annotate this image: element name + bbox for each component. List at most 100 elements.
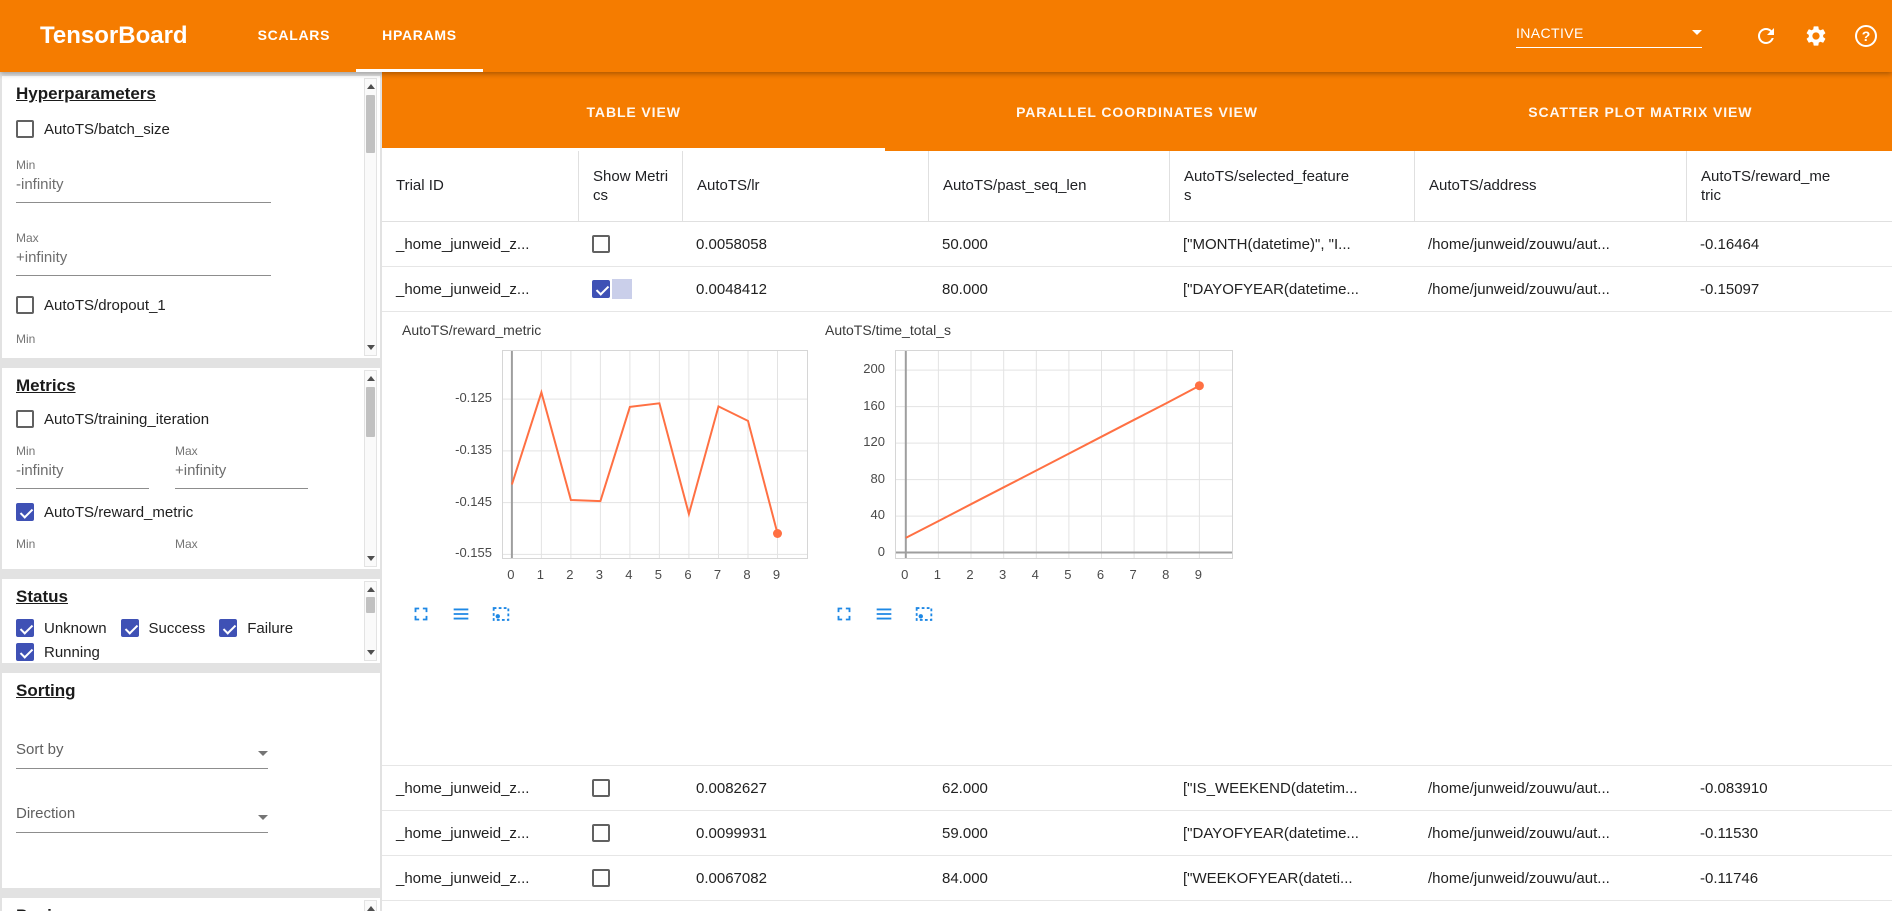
checkbox-label: AutoTS/batch_size bbox=[44, 120, 170, 138]
min-input[interactable]: -infinity bbox=[16, 176, 271, 203]
marquee-zoom-button[interactable] bbox=[490, 603, 512, 625]
direction-select[interactable]: Direction bbox=[16, 805, 268, 833]
x-tick-label: 5 bbox=[654, 567, 663, 582]
tab-table-view[interactable]: TABLE VIEW bbox=[382, 72, 886, 151]
table-row[interactable]: _home_junweid_z... 0.0067082 84.000 ["WE… bbox=[382, 856, 1892, 901]
scroll-up-button[interactable] bbox=[365, 583, 376, 596]
chart-toolbar bbox=[833, 603, 1233, 625]
cell-address: /home/junweid/zouwu/aut... bbox=[1428, 824, 1610, 842]
max-input[interactable]: +infinity bbox=[175, 462, 308, 489]
checkbox[interactable] bbox=[16, 120, 34, 138]
cell-reward-metric: -0.16464 bbox=[1700, 235, 1760, 253]
panel-scrollbar[interactable] bbox=[364, 370, 377, 567]
max-input[interactable]: +infinity bbox=[16, 249, 271, 276]
scroll-thumb[interactable] bbox=[366, 95, 375, 153]
column-header-address[interactable]: AutoTS/address bbox=[1414, 151, 1686, 221]
cell-past-seq-len: 80.000 bbox=[942, 280, 988, 298]
sort-by-select[interactable]: Sort by bbox=[16, 741, 268, 769]
cell-trial-id: _home_junweid_z... bbox=[396, 869, 530, 887]
checkbox[interactable] bbox=[16, 410, 34, 428]
scroll-thumb[interactable] bbox=[366, 597, 375, 613]
checkbox[interactable] bbox=[16, 503, 34, 521]
table-row[interactable]: _home_junweid_z... 0.0048412 80.000 ["DA… bbox=[382, 267, 1892, 312]
expand-chart-button[interactable] bbox=[410, 603, 432, 625]
status-option-failure[interactable]: Failure bbox=[219, 619, 293, 637]
toolbar-actions: INACTIVE ? bbox=[1516, 0, 1892, 72]
help-glyph: ? bbox=[1861, 28, 1871, 44]
cell-show-metrics bbox=[578, 279, 682, 299]
y-tick-label: -0.125 bbox=[455, 390, 492, 406]
checkbox-label: Unknown bbox=[44, 619, 107, 637]
scroll-up-button[interactable] bbox=[365, 902, 376, 911]
scroll-down-button[interactable] bbox=[365, 552, 376, 565]
nav-tab-scalars[interactable]: SCALARS bbox=[232, 0, 357, 72]
table-row[interactable]: _home_junweid_z... 0.0058058 50.000 ["MO… bbox=[382, 222, 1892, 267]
cell-trial-id: _home_junweid_z... bbox=[396, 280, 530, 298]
checkbox[interactable] bbox=[16, 619, 34, 637]
marquee-zoom-button[interactable] bbox=[913, 603, 935, 625]
line-chart-plot[interactable] bbox=[503, 351, 807, 558]
checkbox[interactable] bbox=[16, 643, 34, 661]
checkbox[interactable] bbox=[120, 619, 139, 637]
column-header-lr[interactable]: AutoTS/lr bbox=[682, 151, 928, 221]
expand-chart-button[interactable] bbox=[833, 603, 855, 625]
show-metrics-checkbox[interactable] bbox=[592, 280, 610, 298]
status-panel: Status Unknown Success Failure Running bbox=[2, 579, 380, 663]
chart-data-button[interactable] bbox=[450, 603, 472, 625]
scroll-up-button[interactable] bbox=[365, 372, 376, 385]
checkbox[interactable] bbox=[16, 296, 34, 314]
checkbox[interactable] bbox=[219, 619, 238, 637]
metric-item-reward-metric[interactable]: AutoTS/reward_metric bbox=[16, 503, 340, 521]
nav-tab-hparams[interactable]: HPARAMS bbox=[356, 0, 483, 72]
view-tabs: TABLE VIEW PARALLEL COORDINATES VIEW SCA… bbox=[382, 72, 1892, 151]
hyperparameters-heading: Hyperparameters bbox=[16, 84, 156, 103]
show-metrics-checkbox[interactable] bbox=[592, 824, 610, 842]
cell-address: /home/junweid/zouwu/aut... bbox=[1428, 869, 1610, 887]
cell-selected-features: ["DAYOFYEAR(datetime... bbox=[1183, 824, 1359, 842]
panel-scrollbar[interactable] bbox=[364, 581, 377, 661]
cell-selected-features: ["WEEKOFYEAR(dateti... bbox=[1183, 869, 1353, 887]
y-tick-label: 40 bbox=[870, 507, 885, 523]
checkbox-label: Failure bbox=[247, 619, 294, 637]
hparam-item-batch-size[interactable]: AutoTS/batch_size bbox=[16, 120, 340, 138]
metric-item-training-iteration[interactable]: AutoTS/training_iteration bbox=[16, 410, 340, 428]
tab-parallel-coordinates-view[interactable]: PARALLEL COORDINATES VIEW bbox=[885, 72, 1388, 151]
scroll-down-button[interactable] bbox=[365, 646, 376, 659]
hparam-item-dropout-1[interactable]: AutoTS/dropout_1 bbox=[16, 296, 340, 314]
show-metrics-checkbox[interactable] bbox=[592, 779, 610, 797]
max-label: Max bbox=[175, 537, 198, 551]
show-metrics-checkbox[interactable] bbox=[592, 235, 610, 253]
status-option-success[interactable]: Success bbox=[120, 619, 205, 637]
column-header-trial-id[interactable]: Trial ID bbox=[396, 177, 444, 195]
scroll-thumb[interactable] bbox=[366, 387, 375, 437]
settings-button[interactable] bbox=[1804, 24, 1828, 48]
min-input[interactable]: -infinity bbox=[16, 462, 149, 489]
table-row[interactable]: _home_junweid_z... 0.0099931 59.000 ["DA… bbox=[382, 811, 1892, 856]
marquee-zoom-icon bbox=[915, 607, 933, 621]
help-button[interactable]: ? bbox=[1854, 24, 1878, 48]
scroll-down-button[interactable] bbox=[365, 341, 376, 354]
hyperparameters-panel: Hyperparameters AutoTS/batch_size Min -i… bbox=[2, 76, 380, 358]
scroll-up-button[interactable] bbox=[365, 80, 376, 93]
panel-scrollbar[interactable] bbox=[364, 78, 377, 356]
column-header-show-metrics[interactable]: Show Metrics bbox=[578, 151, 682, 221]
status-option-unknown[interactable]: Unknown bbox=[16, 619, 107, 637]
panel-scrollbar[interactable] bbox=[364, 900, 377, 911]
refresh-button[interactable] bbox=[1754, 24, 1778, 48]
column-header-reward-metric[interactable]: AutoTS/reward_metric bbox=[1686, 151, 1892, 221]
max-label: Max bbox=[16, 231, 39, 245]
table-row[interactable]: _home_junweid_z... 0.0082627 62.000 ["IS… bbox=[382, 766, 1892, 811]
experiment-status-select[interactable]: INACTIVE bbox=[1516, 25, 1702, 48]
show-metrics-checkbox[interactable] bbox=[592, 869, 610, 887]
x-tick-label: 6 bbox=[684, 567, 692, 582]
line-chart-plot[interactable] bbox=[896, 351, 1232, 558]
time-total-chart: AutoTS/time_total_s 0 40 80 120 160 200 0 1 2 3 4… bbox=[825, 322, 1233, 625]
column-header-past-seq-len[interactable]: AutoTS/past_seq_len bbox=[928, 151, 1169, 221]
cell-address: /home/junweid/zouwu/aut... bbox=[1428, 235, 1610, 253]
x-tick-label: 0 bbox=[901, 567, 909, 582]
column-header-selected-features[interactable]: AutoTS/selected_features bbox=[1169, 151, 1414, 221]
chart-data-button[interactable] bbox=[873, 603, 895, 625]
tab-scatter-plot-matrix-view[interactable]: SCATTER PLOT MATRIX VIEW bbox=[1389, 72, 1892, 151]
x-tick-label: 1 bbox=[933, 567, 942, 582]
status-option-running[interactable]: Running bbox=[16, 643, 340, 661]
